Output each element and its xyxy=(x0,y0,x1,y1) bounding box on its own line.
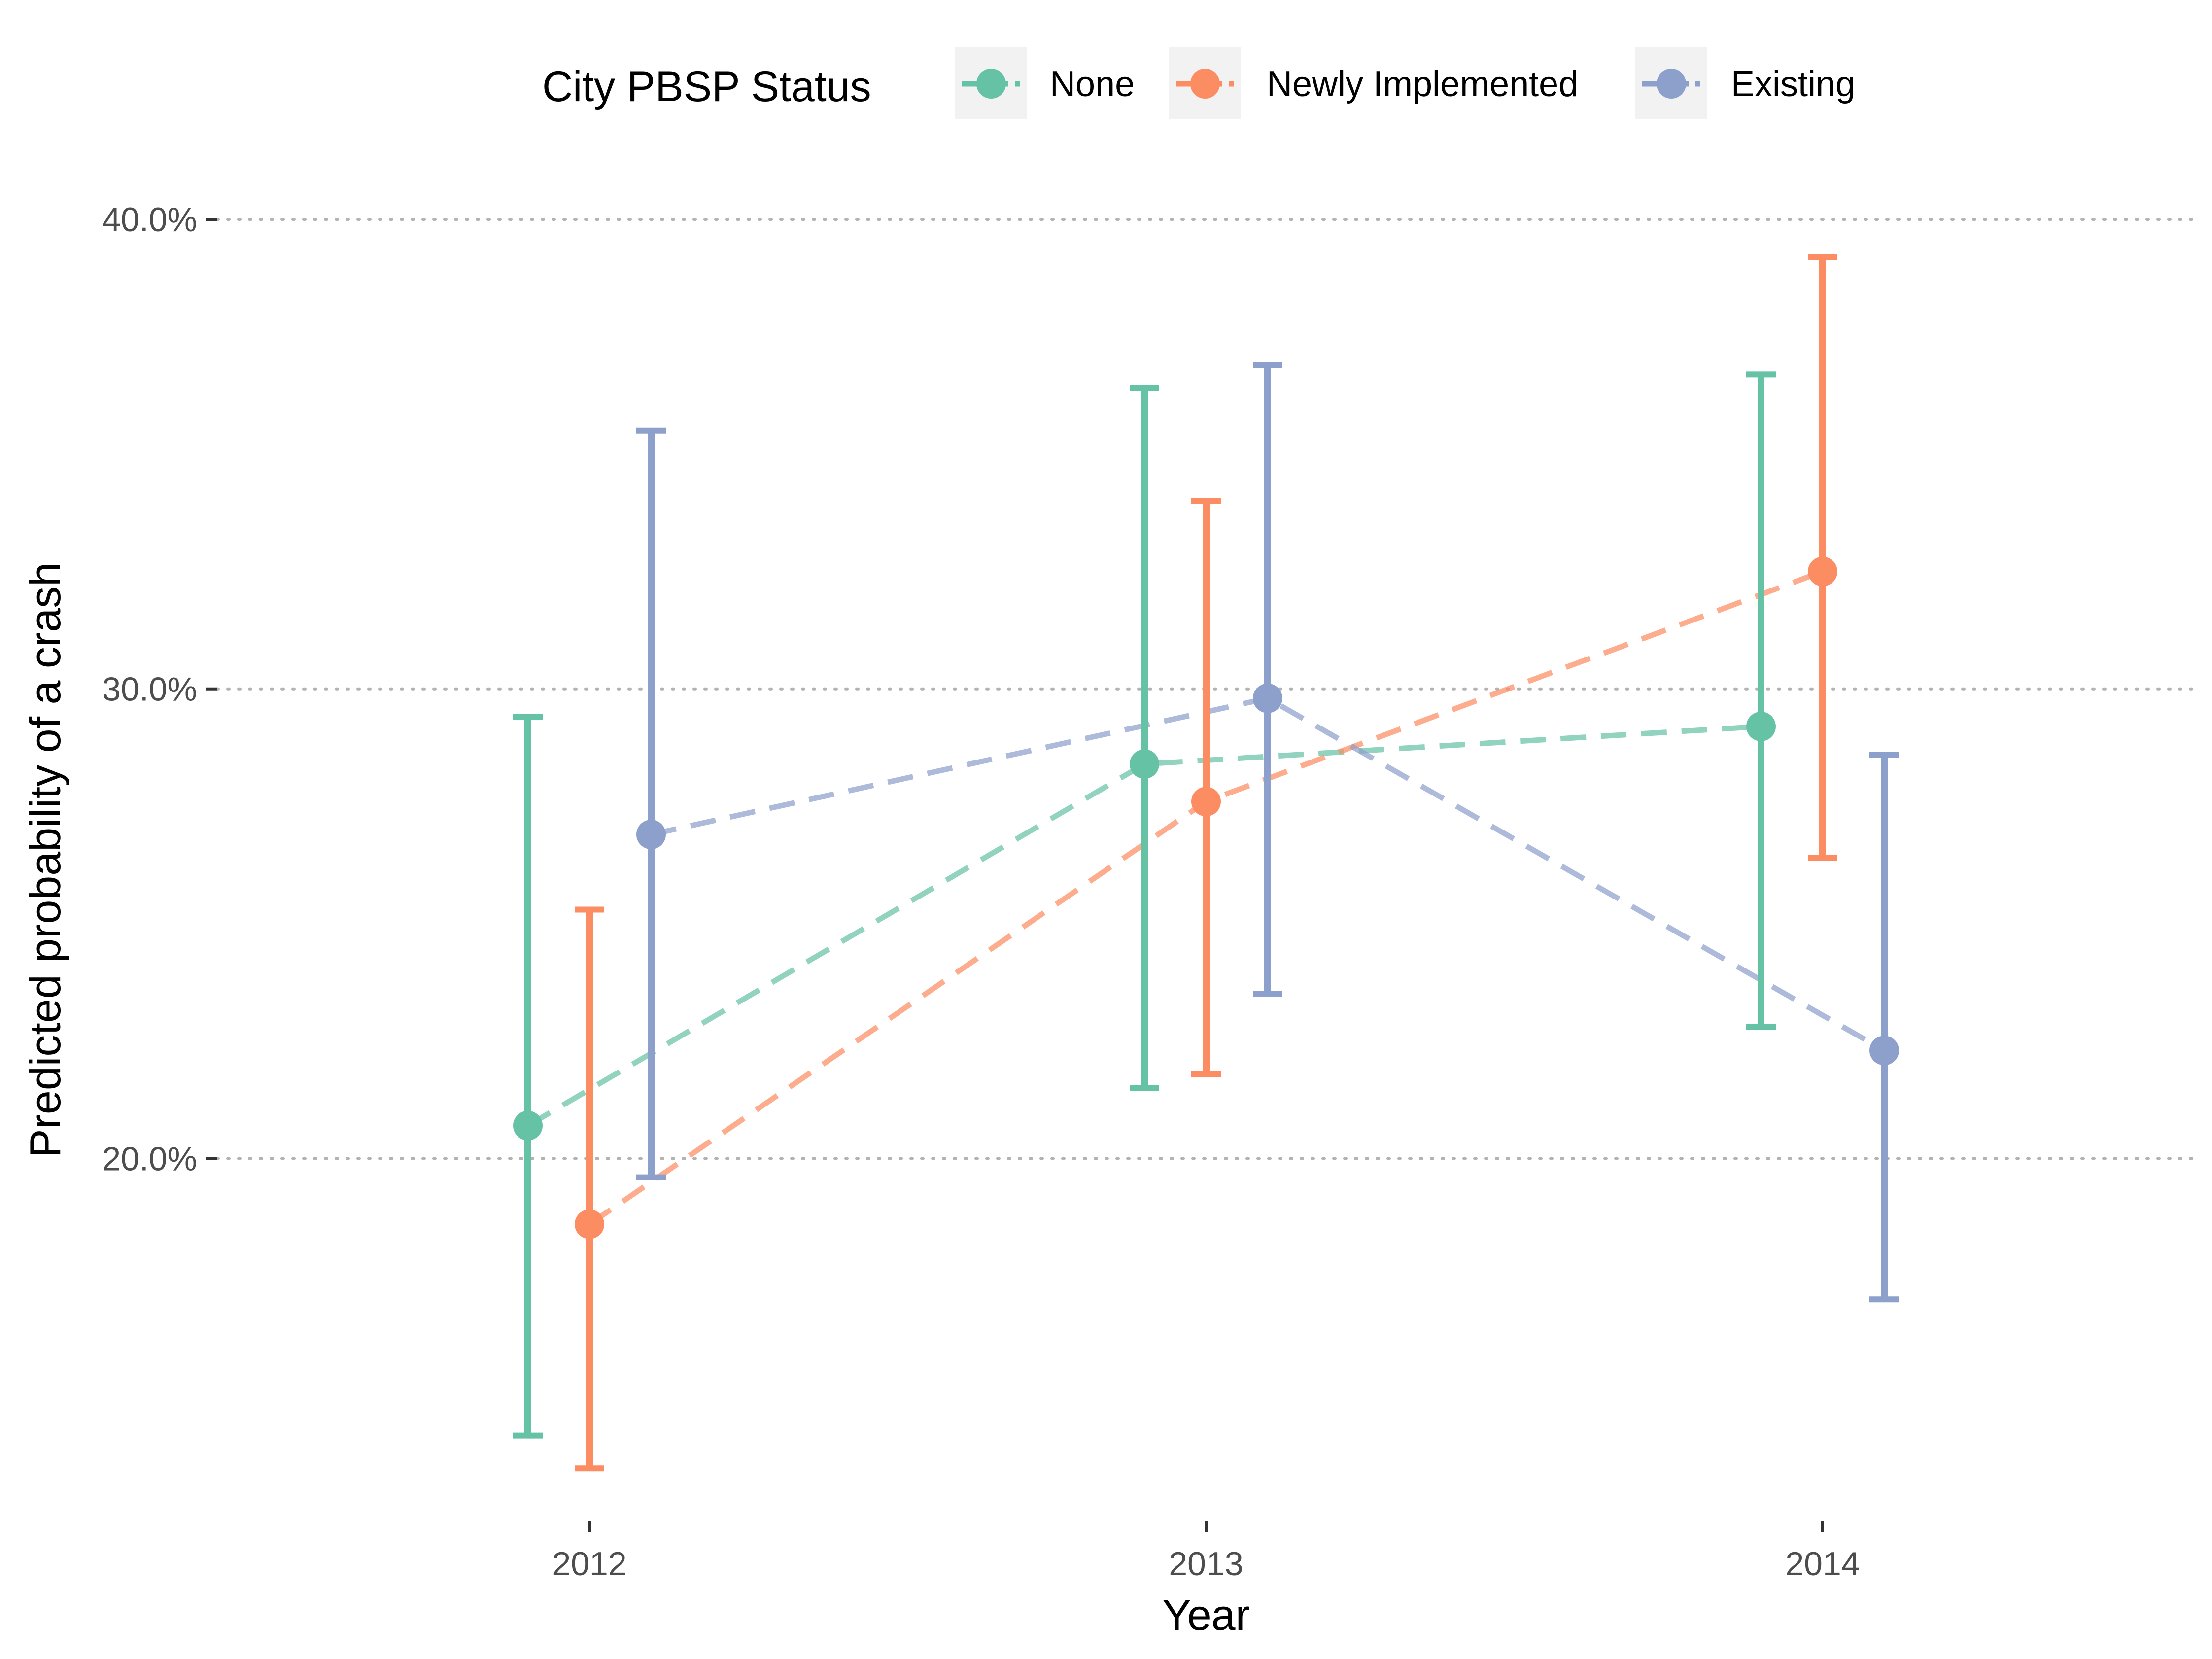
legend-key-marker xyxy=(1657,69,1686,99)
error-bar xyxy=(575,906,604,1472)
x-axis-title: Year xyxy=(1162,1590,1250,1639)
legend-key-marker xyxy=(976,69,1006,99)
y-axis: 20.0% 30.0% 40.0% xyxy=(102,201,217,1177)
x-tick-label: 2013 xyxy=(1169,1545,1243,1583)
x-tick-label: 2014 xyxy=(1785,1545,1860,1583)
x-axis: 2012 2013 2014 xyxy=(552,1521,1860,1583)
legend-title: City PBSP Status xyxy=(542,63,871,110)
legend: City PBSP Status None Newly Implemented Ex… xyxy=(542,47,1855,119)
error-bar xyxy=(513,714,543,1439)
data-point xyxy=(513,1110,543,1141)
error-bar xyxy=(1253,362,1282,997)
error-bar xyxy=(1746,371,1776,1030)
data-point xyxy=(575,1209,604,1239)
data-point xyxy=(1869,1036,1899,1066)
y-tick-label: 30.0% xyxy=(102,671,197,708)
data-point xyxy=(1253,683,1282,713)
legend-key-marker xyxy=(1190,69,1220,99)
legend-item: Existing xyxy=(1635,47,1855,119)
legend-item: None xyxy=(955,47,1135,119)
legend-item: Newly Implemented xyxy=(1169,47,1578,119)
legend-label: None xyxy=(1050,65,1135,104)
x-tick-label: 2012 xyxy=(552,1545,626,1583)
data-point xyxy=(1746,711,1776,741)
error-bar xyxy=(1130,385,1159,1091)
data-points xyxy=(513,556,1899,1239)
y-tick-label: 20.0% xyxy=(102,1140,197,1177)
error-bar xyxy=(636,427,666,1180)
legend-label: Newly Implemented xyxy=(1267,65,1578,104)
gridlines xyxy=(215,218,2200,1160)
data-point xyxy=(1191,787,1221,817)
error-bar xyxy=(1869,752,1899,1303)
y-tick-label: 40.0% xyxy=(102,201,197,239)
data-point xyxy=(636,820,666,850)
error-bars xyxy=(513,254,1899,1472)
data-point xyxy=(1808,556,1837,587)
y-axis-title: Predicted probability of a crash xyxy=(21,562,69,1158)
data-point xyxy=(1130,749,1159,779)
legend-label: Existing xyxy=(1731,65,1855,104)
